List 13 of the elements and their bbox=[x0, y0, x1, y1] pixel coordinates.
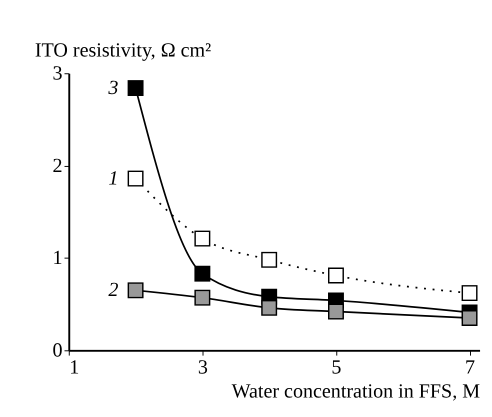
series-label: 3 bbox=[107, 76, 118, 99]
x-tick-label: 7 bbox=[465, 356, 476, 379]
y-tick-label: 0 bbox=[52, 340, 63, 362]
x-tick-label: 5 bbox=[331, 356, 342, 379]
y-tick-label: 1 bbox=[52, 247, 63, 270]
series-label: 2 bbox=[108, 279, 118, 302]
x-tick-label: 3 bbox=[198, 356, 208, 379]
x-axis-title: Water concentration in FFS, M bbox=[232, 380, 480, 403]
x-tick-label: 1 bbox=[69, 356, 80, 379]
y-axis-title: ITO resistivity, Ω cm² bbox=[34, 40, 212, 62]
series-label: 1 bbox=[108, 167, 118, 190]
y-tick-label: 3 bbox=[52, 62, 63, 84]
y-tick-label: 2 bbox=[52, 154, 63, 177]
